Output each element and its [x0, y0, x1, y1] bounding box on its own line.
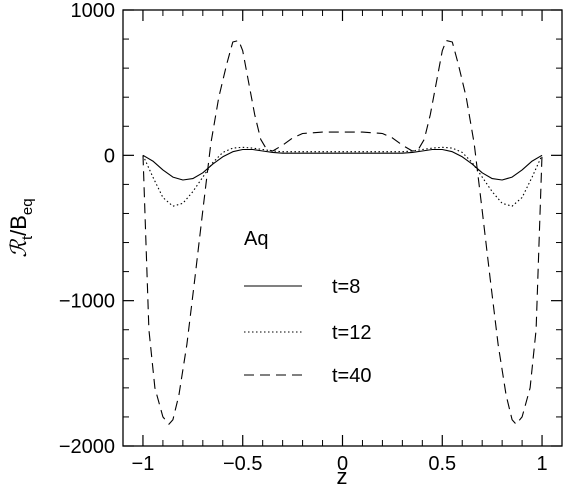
y-label-divisor: /B [6, 215, 31, 236]
y-tick-label: −1000 [59, 291, 115, 313]
x-tick-label: −0.5 [223, 453, 262, 475]
x-tick-label: −1 [132, 453, 155, 475]
y-tick-label: 0 [104, 145, 115, 167]
legend-title: Aq [244, 228, 268, 250]
series-layer [142, 39, 543, 425]
y-tick-label: 1000 [71, 0, 116, 22]
y-axis-label: ℛt/Beq [6, 198, 36, 257]
legend: Aq t=8 t=12 t=40 [244, 228, 371, 387]
legend-label: t=40 [332, 365, 371, 387]
axis-ticks: −1 −0.5 0 0.5 1 −2000 −1000 0 1000 [59, 0, 563, 475]
legend-label: t=12 [332, 322, 371, 344]
series-line-solid [142, 148, 543, 181]
x-tick-label: 1 [536, 453, 547, 475]
y-label-symbol-sub: t [19, 235, 36, 240]
svg-text:ℛt/Beq: ℛt/Beq [6, 198, 36, 257]
y-label-symbol: ℛ [7, 239, 32, 258]
x-tick-label: 0.5 [428, 453, 456, 475]
y-label-divisor-sub: eq [19, 198, 36, 215]
x-axis-label: z [337, 464, 348, 489]
legend-label: t=8 [332, 276, 360, 298]
x-tick-label: 0 [337, 453, 348, 475]
y-tick-label: −2000 [59, 436, 115, 458]
series-line-dotted [142, 146, 543, 207]
